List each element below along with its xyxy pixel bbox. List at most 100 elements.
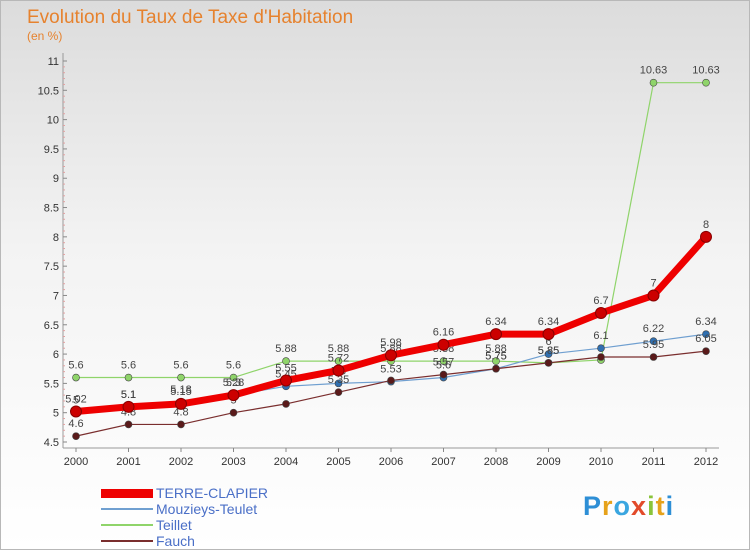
data-label-terre-clapier: 6.7: [593, 295, 608, 307]
y-tick-label: 4.5: [44, 437, 59, 449]
data-label-teillet: 5.6: [226, 360, 241, 372]
data-label-terre-clapier: 5.1: [121, 389, 136, 401]
data-label-mouzieys-teulet: 6.1: [593, 330, 608, 342]
data-point-terre-clapier: [542, 328, 555, 341]
y-tick-label: 9: [53, 173, 59, 185]
legend-item-fauch: Fauch: [101, 533, 268, 549]
x-tick-label: 2007: [431, 456, 455, 468]
legend-label-fauch: Fauch: [156, 533, 195, 549]
data-point-terre-clapier: [280, 374, 292, 387]
data-label-teillet: 10.63: [692, 65, 720, 77]
data-point-fauch: [334, 388, 343, 396]
data-label-mouzieys-teulet: 6: [545, 336, 551, 348]
data-label-fauch: 4.8: [173, 406, 188, 418]
data-point-fauch: [597, 353, 605, 361]
data-label-mouzieys-teulet: 5.75: [485, 351, 506, 363]
data-point-fauch: [544, 359, 553, 367]
data-label-fauch: 5.35: [328, 374, 349, 386]
legend-swatch-mouzieys-teulet: [101, 508, 153, 510]
series-line-teillet: [75, 82, 707, 379]
y-tick-label: 6: [53, 349, 59, 361]
legend-item-terre-clapier: TERRE-CLAPIER: [101, 485, 268, 501]
logo-letter: o: [613, 491, 632, 521]
data-label-terre-clapier: 5.28: [223, 377, 244, 389]
data-label-fauch: 5.95: [643, 339, 664, 351]
data-point-terre-clapier: [385, 349, 397, 362]
data-point-terre-clapier: [175, 397, 187, 410]
logo-letter: x: [631, 491, 648, 521]
y-tick-label: 10.5: [38, 85, 59, 97]
data-point-teillet: [177, 373, 185, 382]
legend-label-mouzieys-teulet: Mouzieys-Teulet: [156, 501, 258, 517]
data-label-fauch: 6.05: [695, 333, 716, 345]
x-tick-label: 2006: [379, 456, 403, 468]
data-label-mouzieys-teulet: 5.3: [226, 377, 241, 389]
data-label-mouzieys-teulet: 6.22: [643, 323, 664, 335]
y-tick-label: 10: [47, 115, 59, 127]
data-label-fauch: 5.75: [485, 351, 506, 363]
data-point-terre-clapier: [647, 289, 660, 302]
data-point-teillet: [439, 357, 448, 365]
x-tick-label: 2008: [484, 456, 508, 468]
x-tick-label: 2010: [589, 456, 613, 468]
data-label-teillet: 10.63: [640, 65, 668, 77]
x-tick-label: 2001: [116, 456, 140, 468]
data-point-fauch: [282, 400, 290, 408]
data-point-terre-clapier: [70, 405, 82, 418]
data-point-fauch: [702, 347, 710, 355]
data-label-terre-clapier: 5.55: [275, 362, 296, 374]
data-label-teillet: 5.88: [485, 343, 506, 355]
x-tick-label: 2002: [169, 456, 193, 468]
chart-subtitle: (en %): [27, 29, 63, 43]
data-label-teillet: 5.88: [275, 343, 296, 355]
data-point-teillet: [649, 78, 658, 87]
data-label-teillet: 5.6: [173, 360, 188, 372]
y-tick-label: 11: [48, 56, 59, 68]
data-label-terre-clapier: 5.72: [328, 352, 349, 364]
logo-letter: P: [583, 491, 603, 521]
x-tick-label: 2003: [221, 456, 245, 468]
data-point-fauch: [72, 432, 80, 440]
data-label-terre-clapier: 6.34: [485, 316, 506, 328]
x-tick-label: 2009: [536, 456, 560, 468]
data-label-fauch: 5.85: [538, 345, 559, 357]
y-tick-label: 9.5: [44, 144, 59, 156]
data-label-fauch: 5.57: [433, 357, 454, 369]
logo-letter: i: [665, 491, 675, 521]
chart-title: Evolution du Taux de Taxe d'Habitation: [27, 7, 354, 28]
data-point-teillet: [492, 357, 500, 365]
data-label-terre-clapier: 8: [703, 219, 709, 231]
data-point-terre-clapier: [437, 338, 450, 351]
data-label-mouzieys-teulet: 5.6: [436, 360, 451, 372]
data-point-fauch: [387, 376, 395, 385]
data-label-terre-clapier: 5.15: [170, 386, 191, 398]
y-tick-label: 5: [53, 408, 59, 420]
data-point-mouzieys-teulet: [597, 344, 605, 353]
data-label-mouzieys-teulet: 5: [73, 395, 79, 407]
data-label-terre-clapier: 5.02: [65, 394, 86, 406]
logo-letter: r: [602, 491, 614, 521]
legend-item-mouzieys-teulet: Mouzieys-Teulet: [101, 501, 268, 517]
x-tick-label: 2012: [694, 456, 718, 468]
y-tick-label: 5.5: [44, 378, 59, 390]
legend-label-terre-clapier: TERRE-CLAPIER: [156, 485, 269, 501]
data-label-terre-clapier: 7: [650, 277, 656, 289]
data-label-mouzieys-teulet: 5.1: [121, 389, 136, 401]
legend-swatch-fauch: [101, 540, 153, 542]
legend-label-teillet: Teillet: [156, 517, 192, 533]
data-label-terre-clapier: 6.16: [433, 327, 454, 339]
data-label-mouzieys-teulet: 5.18: [170, 384, 191, 396]
x-tick-label: 2004: [274, 456, 298, 468]
legend-swatch-teillet: [101, 524, 153, 526]
data-label-teillet: 5.6: [68, 360, 83, 372]
data-point-fauch: [649, 353, 658, 361]
data-point-fauch: [177, 420, 185, 429]
y-tick-label: 8.5: [44, 203, 59, 215]
y-tick-label: 8: [53, 232, 59, 244]
data-point-teillet: [124, 373, 133, 382]
y-tick-label: 6.5: [44, 320, 59, 332]
data-point-teillet: [702, 78, 710, 87]
data-label-mouzieys-teulet: 6.34: [695, 316, 716, 328]
data-point-terre-clapier: [595, 307, 607, 320]
